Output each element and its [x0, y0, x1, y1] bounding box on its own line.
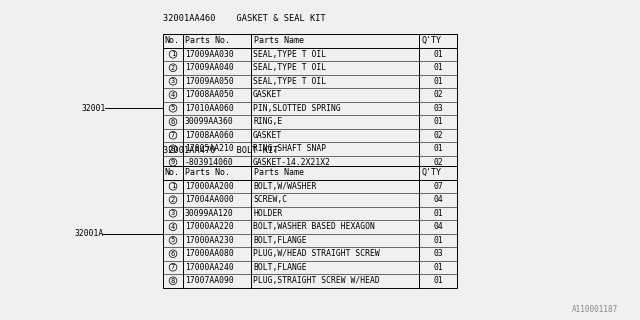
Text: 1: 1: [171, 51, 175, 57]
Text: 30099AA360: 30099AA360: [185, 117, 234, 126]
Text: 02: 02: [433, 131, 443, 140]
Text: 32001AA460    GASKET & SEAL KIT: 32001AA460 GASKET & SEAL KIT: [163, 14, 326, 23]
Text: 17007AA090: 17007AA090: [185, 276, 234, 285]
Text: 3: 3: [171, 78, 175, 84]
Text: Q'TY: Q'TY: [422, 168, 442, 177]
Text: 32001A: 32001A: [75, 229, 104, 238]
Text: 17004AA000: 17004AA000: [185, 195, 234, 204]
Text: GASKET: GASKET: [253, 131, 282, 140]
Text: BOLT,W/WASHER: BOLT,W/WASHER: [253, 182, 316, 191]
Text: 9: 9: [171, 159, 175, 165]
Text: 6: 6: [171, 251, 175, 257]
Text: 17010AA060: 17010AA060: [185, 104, 234, 113]
Text: 17000AA230: 17000AA230: [185, 236, 234, 245]
Text: 04: 04: [433, 195, 443, 204]
Text: GASKET-14.2X21X2: GASKET-14.2X21X2: [253, 158, 331, 167]
Text: 01: 01: [433, 50, 443, 59]
Text: 1: 1: [171, 183, 175, 189]
Text: 17005AA210: 17005AA210: [185, 144, 234, 153]
Text: 04: 04: [433, 222, 443, 231]
Text: 6: 6: [171, 119, 175, 125]
Text: 4: 4: [171, 92, 175, 98]
Text: 17000AA080: 17000AA080: [185, 249, 234, 258]
Text: 01: 01: [433, 236, 443, 245]
Text: SEAL,TYPE T OIL: SEAL,TYPE T OIL: [253, 50, 326, 59]
Text: RING,SHAFT SNAP: RING,SHAFT SNAP: [253, 144, 326, 153]
Text: BOLT,FLANGE: BOLT,FLANGE: [253, 236, 307, 245]
Text: HOLDER: HOLDER: [253, 209, 282, 218]
Text: 7: 7: [171, 264, 175, 270]
Text: 01: 01: [433, 276, 443, 285]
Text: PLUG,W/HEAD STRAIGHT SCREW: PLUG,W/HEAD STRAIGHT SCREW: [253, 249, 380, 258]
Text: 5: 5: [171, 105, 175, 111]
Text: 17009AA030: 17009AA030: [185, 50, 234, 59]
Text: Parts No.: Parts No.: [185, 36, 230, 45]
Text: No.: No.: [164, 168, 179, 177]
Text: Parts Name: Parts Name: [254, 168, 304, 177]
Text: 8: 8: [171, 146, 175, 152]
Text: 4: 4: [171, 224, 175, 230]
Text: 01: 01: [433, 117, 443, 126]
Text: BOLT,FLANGE: BOLT,FLANGE: [253, 263, 307, 272]
Text: SCREW,C: SCREW,C: [253, 195, 287, 204]
Text: -803914060: -803914060: [185, 158, 234, 167]
Text: 02: 02: [433, 90, 443, 99]
Text: SEAL,TYPE T OIL: SEAL,TYPE T OIL: [253, 63, 326, 72]
Text: 17008AA050: 17008AA050: [185, 90, 234, 99]
Text: Parts No.: Parts No.: [185, 168, 230, 177]
Text: PIN,SLOTTED SPRING: PIN,SLOTTED SPRING: [253, 104, 340, 113]
Text: 01: 01: [433, 77, 443, 86]
Text: SEAL,TYPE T OIL: SEAL,TYPE T OIL: [253, 77, 326, 86]
Text: BOLT,WASHER BASED HEXAGON: BOLT,WASHER BASED HEXAGON: [253, 222, 375, 231]
Text: 7: 7: [171, 132, 175, 138]
Text: Parts Name: Parts Name: [254, 36, 304, 45]
Text: 17009AA050: 17009AA050: [185, 77, 234, 86]
Text: 8: 8: [171, 278, 175, 284]
Bar: [163, 166, 457, 287]
Text: 30099AA120: 30099AA120: [185, 209, 234, 218]
Text: 01: 01: [433, 63, 443, 72]
Text: 17000AA200: 17000AA200: [185, 182, 234, 191]
Text: No.: No.: [164, 36, 179, 45]
Bar: [163, 34, 457, 169]
Text: 17008AA060: 17008AA060: [185, 131, 234, 140]
Text: 01: 01: [433, 263, 443, 272]
Text: 32001: 32001: [82, 104, 106, 113]
Text: 01: 01: [433, 209, 443, 218]
Text: 2: 2: [171, 65, 175, 71]
Text: 2: 2: [171, 197, 175, 203]
Text: 02: 02: [433, 158, 443, 167]
Text: RING,E: RING,E: [253, 117, 282, 126]
Text: PLUG,STRAIGHT SCREW W/HEAD: PLUG,STRAIGHT SCREW W/HEAD: [253, 276, 380, 285]
Text: 17009AA040: 17009AA040: [185, 63, 234, 72]
Text: 03: 03: [433, 249, 443, 258]
Text: 01: 01: [433, 144, 443, 153]
Text: A110001187: A110001187: [572, 305, 618, 314]
Text: 3: 3: [171, 210, 175, 216]
Text: 07: 07: [433, 182, 443, 191]
Text: GASKET: GASKET: [253, 90, 282, 99]
Text: 17000AA220: 17000AA220: [185, 222, 234, 231]
Text: 03: 03: [433, 104, 443, 113]
Text: 17000AA240: 17000AA240: [185, 263, 234, 272]
Text: Q'TY: Q'TY: [422, 36, 442, 45]
Text: 5: 5: [171, 237, 175, 243]
Text: 32001AA470    BOLT KIT: 32001AA470 BOLT KIT: [163, 146, 278, 155]
